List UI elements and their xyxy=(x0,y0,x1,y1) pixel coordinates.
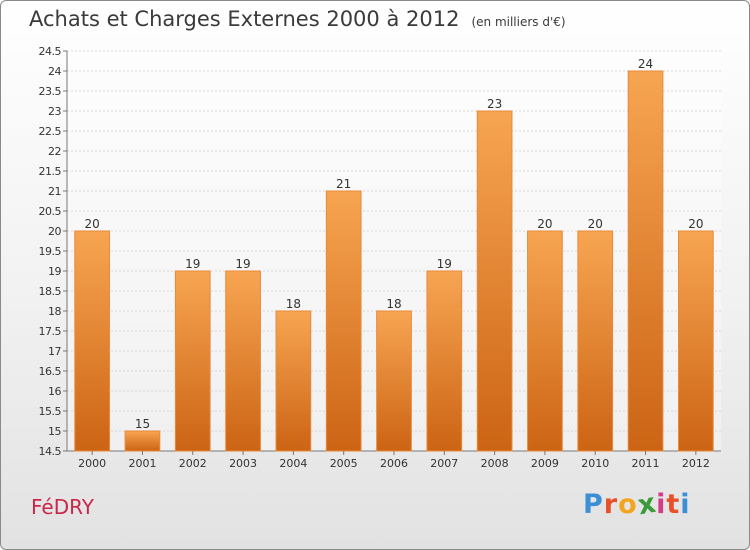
y-tick-label: 21 xyxy=(48,185,61,198)
logo-letter: i xyxy=(680,489,691,520)
logo-letter: o xyxy=(618,489,638,520)
chart-title-text: Achats et Charges Externes 2000 à 2012 xyxy=(29,7,460,31)
bar-value-label: 15 xyxy=(135,417,150,431)
bar-value-label: 19 xyxy=(437,257,452,271)
bar-value-label: 20 xyxy=(588,217,603,231)
y-tick-label: 17.5 xyxy=(39,325,62,338)
x-tick-label: 2003 xyxy=(229,457,257,470)
x-tick-label: 2006 xyxy=(380,457,408,470)
logo-letter: t xyxy=(666,489,681,520)
bar-value-label: 20 xyxy=(688,217,703,231)
y-tick-label: 16 xyxy=(48,385,61,398)
y-tick-label: 21.5 xyxy=(39,165,62,178)
bar xyxy=(527,230,563,452)
x-tick-label: 2001 xyxy=(128,457,156,470)
bar-value-label: 19 xyxy=(235,257,250,271)
proxiti-logo: Proxiti xyxy=(583,488,691,522)
bar xyxy=(677,230,714,452)
y-tick-label: 17 xyxy=(48,345,61,358)
y-tick-label: 19 xyxy=(48,265,61,278)
x-tick-label: 2010 xyxy=(581,457,609,470)
bar-value-label: 18 xyxy=(386,297,401,311)
bar-value-label: 20 xyxy=(85,217,100,231)
bar xyxy=(225,270,261,452)
bar xyxy=(376,310,412,452)
bar xyxy=(476,110,513,452)
bar-value-label: 19 xyxy=(185,257,200,271)
bar-value-label: 18 xyxy=(286,297,301,311)
bar xyxy=(275,310,312,452)
x-tick-label: 2005 xyxy=(330,457,358,470)
y-tick-label: 18.5 xyxy=(39,285,62,298)
bar xyxy=(627,70,664,452)
y-tick-label: 16.5 xyxy=(39,365,62,378)
y-tick-label: 20.5 xyxy=(39,205,62,218)
bar-value-label: 21 xyxy=(336,177,351,191)
x-tick-label: 2008 xyxy=(481,457,509,470)
logo-letter: i xyxy=(656,489,667,520)
logo-letter: P xyxy=(583,489,604,520)
y-tick-label: 20 xyxy=(48,225,61,238)
x-tick-label: 2007 xyxy=(430,457,458,470)
x-tick-label: 2009 xyxy=(531,457,559,470)
bar xyxy=(124,430,161,452)
chart-subtitle: (en milliers d'€) xyxy=(471,15,566,29)
y-tick-label: 22 xyxy=(48,145,61,158)
y-tick-label: 24 xyxy=(48,65,61,78)
bar xyxy=(74,230,111,452)
x-tick-label: 2011 xyxy=(632,457,660,470)
y-tick-label: 15 xyxy=(48,425,61,438)
bar-value-label: 23 xyxy=(487,97,502,111)
bar-value-label: 24 xyxy=(638,57,653,71)
y-tick-label: 18 xyxy=(48,305,61,318)
x-tick-label: 2012 xyxy=(682,457,710,470)
x-tick-label: 2004 xyxy=(279,457,307,470)
commune-name: FéDRY xyxy=(31,495,94,519)
x-tick-label: 2002 xyxy=(179,457,207,470)
bar xyxy=(174,270,211,452)
y-tick-label: 15.5 xyxy=(39,405,62,418)
bar-value-label: 20 xyxy=(537,217,552,231)
y-tick-label: 24.5 xyxy=(39,45,62,58)
logo-letter: r xyxy=(603,489,619,520)
chart-title: Achats et Charges Externes 2000 à 2012 (e… xyxy=(29,7,566,31)
y-tick-label: 23 xyxy=(48,105,61,118)
bar xyxy=(577,230,614,452)
y-tick-label: 22.5 xyxy=(39,125,62,138)
bar xyxy=(325,190,362,452)
y-tick-label: 14.5 xyxy=(39,445,62,458)
y-tick-label: 23.5 xyxy=(39,85,62,98)
x-tick-label: 2000 xyxy=(78,457,106,470)
y-tick-label: 19.5 xyxy=(39,245,62,258)
bar xyxy=(426,270,463,452)
